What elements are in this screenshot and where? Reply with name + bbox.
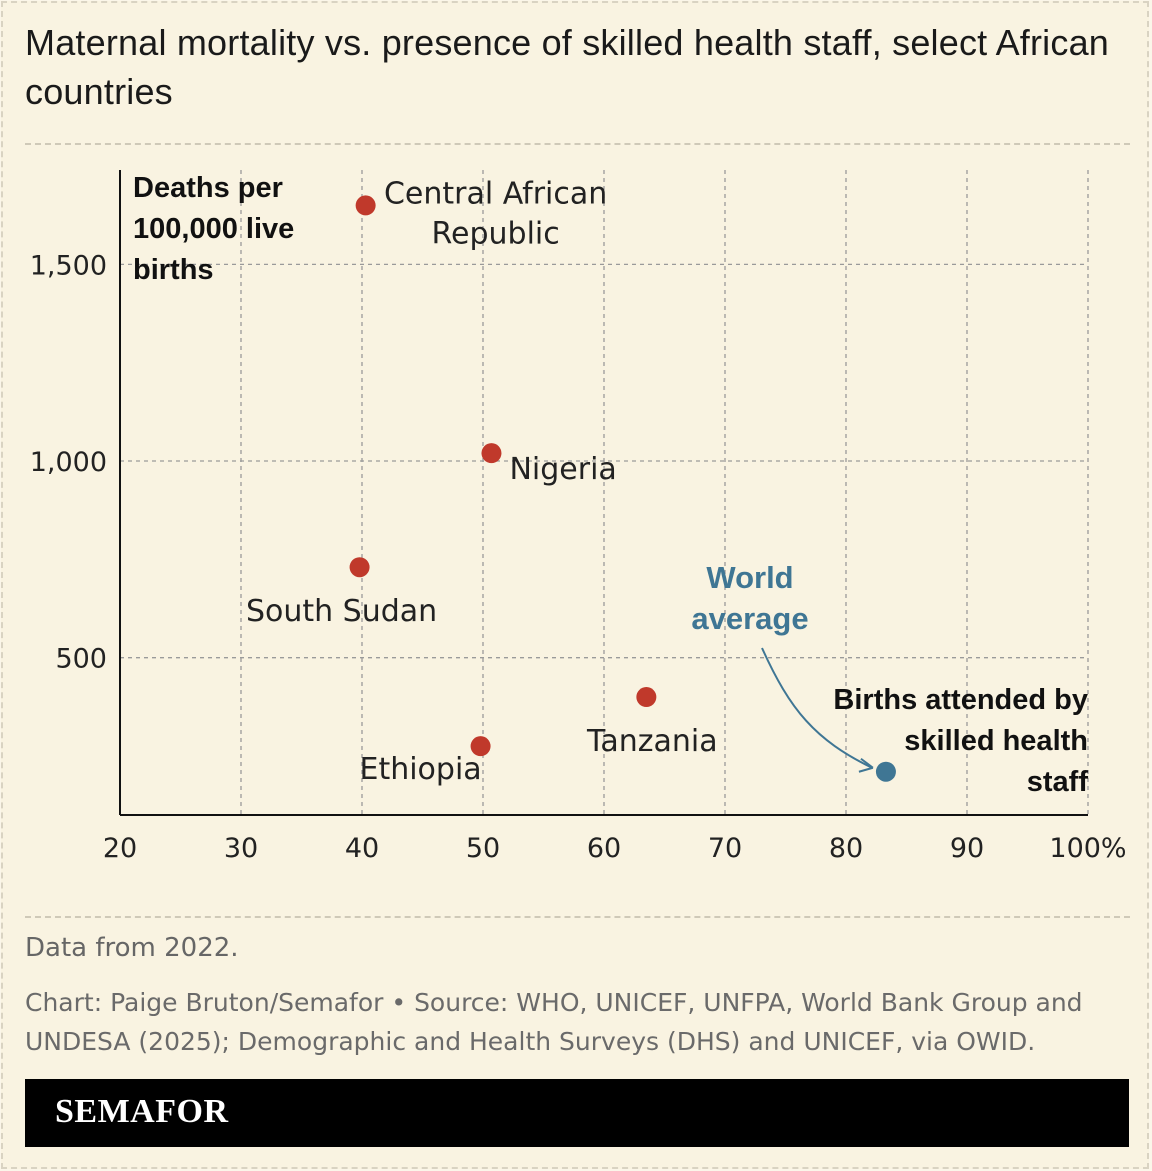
x-tick-label: 50: [466, 833, 500, 864]
arrow-head: [858, 757, 874, 773]
brand-logo: SEMAFOR: [55, 1093, 229, 1130]
data-point-world-average: [875, 761, 896, 782]
point-label: Central African Republic: [384, 176, 607, 251]
y-tick-label: 500: [55, 644, 107, 675]
data-note: Data from 2022.: [25, 933, 239, 963]
x-tick-label: 70: [708, 833, 742, 864]
point-label: Ethiopia: [359, 752, 481, 787]
point-label: Nigeria: [509, 452, 616, 487]
brand-bar: SEMAFOR: [25, 1079, 1129, 1147]
x-tick-label: 20: [103, 833, 137, 864]
x-tick-label: 80: [829, 833, 863, 864]
point-label: South Sudan: [246, 594, 437, 629]
y-tick-label: 1,000: [30, 447, 107, 478]
data-point-central-african-republic: [355, 195, 376, 216]
chart-title: Maternal mortality vs. presence of skill…: [25, 22, 1110, 112]
x-tick-label: 40: [345, 833, 379, 864]
source-credit: Chart: Paige Bruton/Semafor • Source: WH…: [25, 988, 1083, 1056]
point-label: Tanzania: [586, 724, 718, 759]
data-point-ethiopia: [470, 736, 491, 757]
data-point-nigeria: [481, 443, 502, 464]
x-tick-label: 90: [950, 833, 984, 864]
world-average-arrow: [761, 647, 873, 769]
scatter-chart: 20 30 40 50 60 70 80 90 100% 500 1,000 1,500 Deaths…: [30, 170, 1127, 864]
data-point-tanzania: [636, 687, 657, 708]
y-tick-label: 1,500: [30, 250, 107, 281]
world-average-label: World average: [691, 560, 808, 636]
x-tick-label: 60: [587, 833, 621, 864]
y-axis-title: Deaths per 100,000 live births: [133, 172, 294, 286]
x-axis-title: Births attended by skilled health staff: [833, 684, 1088, 798]
data-point-south-sudan: [349, 557, 370, 578]
footer-divider: [25, 916, 1130, 918]
title-divider: [25, 143, 1130, 145]
x-tick-label: 30: [224, 833, 258, 864]
x-tick-label: 100%: [1049, 833, 1126, 864]
